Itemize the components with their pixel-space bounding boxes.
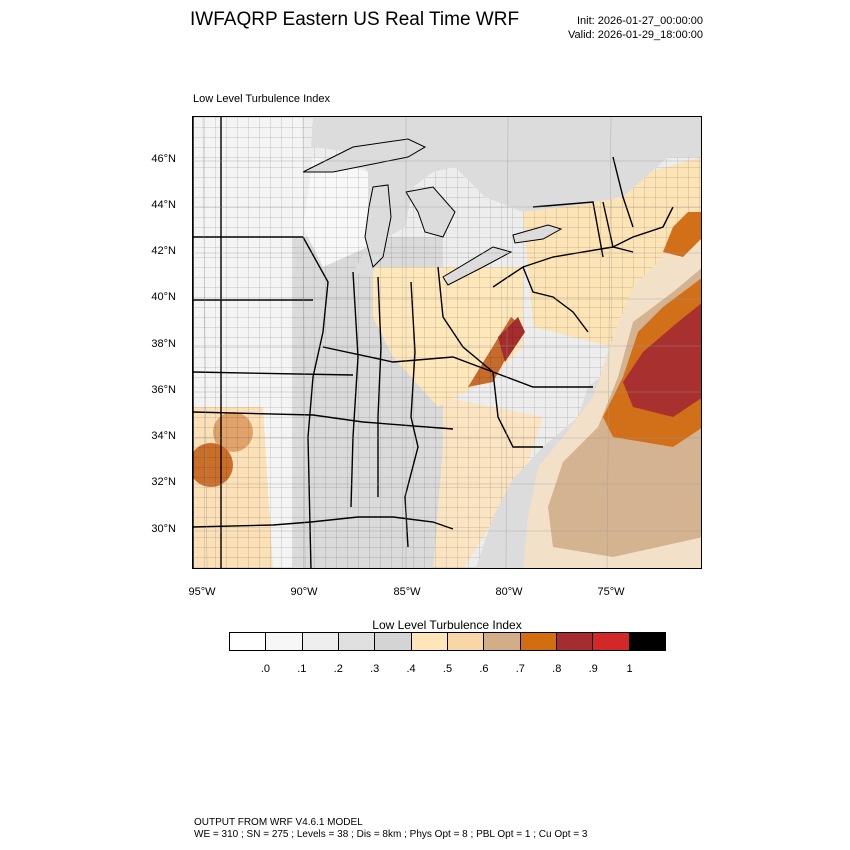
lat-label-42n: 42°N [151,245,176,257]
lake-erie [442,246,513,286]
lat-label-38n: 38°N [151,338,176,350]
valid-time: Valid: 2026-01-29_18:00:00 [568,29,703,41]
lat-label-40n: 40°N [151,291,176,303]
great-lakes [302,138,563,286]
colorbar [229,632,666,651]
colorbar-swatch [556,633,594,650]
colorbar-swatch [484,633,521,650]
init-time: Init: 2026-01-27_00:00:00 [577,15,703,27]
lat-label-46n: 46°N [151,153,176,165]
colorbar-title: Low Level Turbulence Index [372,618,522,632]
colorbar-swatch [447,633,485,650]
lat-label-32n: 32°N [151,476,176,488]
colorbar-swatch [302,633,339,650]
colorbar-tick-label: .6 [479,663,489,675]
colorbar-tick-label: .0 [260,663,270,675]
colorbar-swatch [629,633,665,650]
colorbar-tick-label: .1 [297,663,307,675]
colorbar-tick-label: 1 [626,663,633,675]
colorbar-tick-label: .9 [588,663,598,675]
model-info-line2: WE = 310 ; SN = 275 ; Levels = 38 ; Dis … [194,829,588,840]
lat-label-36n: 36°N [151,384,176,396]
lake-michigan [364,184,392,268]
colorbar-swatch [266,633,303,650]
colorbar-tick-label: .5 [442,663,453,675]
lake-huron [405,186,456,238]
model-info: OUTPUT FROM WRF V4.6.1 MODEL WE = 310 ; … [194,817,587,841]
lon-label-75w: 75°W [597,586,625,598]
colorbar-swatch [230,633,267,650]
lon-label-85w: 85°W [393,586,421,598]
main-title: IWFAQRP Eastern US Real Time WRF [190,9,520,30]
lon-label-95w: 95°W [188,586,216,598]
colorbar-swatch [520,633,557,650]
lat-label-34n: 34°N [151,430,176,442]
map-frame [192,116,702,569]
colorbar-tick-label: .8 [552,663,562,675]
lake-ontario [512,224,563,244]
model-info-line1: OUTPUT FROM WRF V4.6.1 MODEL [194,817,363,828]
lon-label-90w: 90°W [290,586,318,598]
plot-label: Low Level Turbulence Index [193,93,330,105]
colorbar-swatch [338,633,376,650]
colorbar-swatch [411,633,448,650]
lake-superior [302,138,427,173]
land-mass [193,117,701,568]
lat-label-30n: 30°N [151,523,176,535]
lat-label-44n: 44°N [151,199,176,211]
colorbar-tick-label: .7 [515,663,525,675]
lon-label-80w: 80°W [495,586,523,598]
colorbar-tick-label: .3 [370,663,380,675]
colorbar-swatch [593,633,630,650]
turbulence-map [193,117,701,568]
graticule [193,117,701,568]
time-info: Init: 2026-01-27_00:00:00 Valid: 2026-01… [568,14,703,42]
colorbar-tick-label: .4 [406,663,416,675]
colorbar-tick-label: .2 [333,663,343,675]
state-borders [193,117,674,568]
colorbar-swatch [375,633,412,650]
